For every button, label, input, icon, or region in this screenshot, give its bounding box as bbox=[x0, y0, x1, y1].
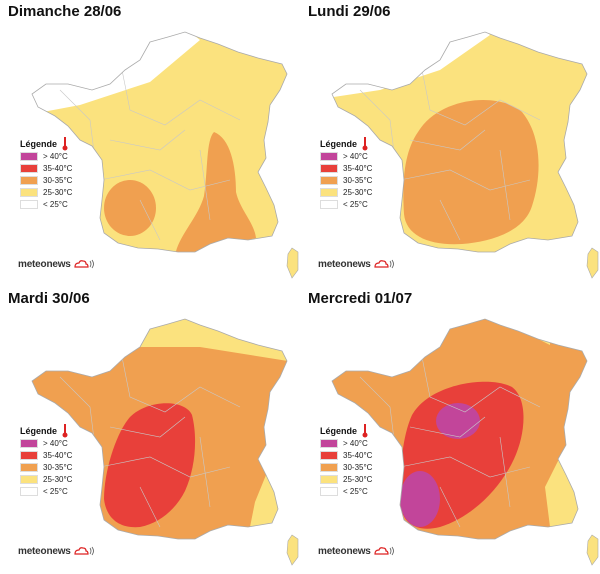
cloud-signal-icon bbox=[374, 546, 394, 556]
france-map-monday bbox=[331, 31, 599, 279]
legend-title: Légende bbox=[20, 426, 58, 436]
legend: Légende > 40°C 35-40°C 30-35°C 25-30°C <… bbox=[20, 137, 110, 210]
legend-swatch bbox=[20, 199, 38, 209]
legend-swatch bbox=[20, 486, 38, 496]
thermometer-icon bbox=[362, 424, 368, 438]
department-borders bbox=[59, 346, 241, 528]
map-panel-wednesday: Mercredi 01/07 Légende > 40°C 35-40°C 30… bbox=[300, 287, 600, 574]
france-outline bbox=[31, 31, 288, 253]
zone-30-35-southwest bbox=[104, 180, 156, 236]
corsica bbox=[286, 247, 299, 279]
thermometer-icon bbox=[62, 137, 68, 151]
brand-logo: meteonews bbox=[318, 545, 395, 557]
legend-item: 25-30°C bbox=[320, 186, 410, 198]
legend-swatch bbox=[320, 175, 338, 185]
legend-item: > 40°C bbox=[320, 150, 410, 162]
legend-swatch bbox=[20, 462, 38, 472]
thermometer-icon bbox=[62, 424, 68, 438]
legend-swatch bbox=[20, 450, 38, 460]
legend-item: 25-30°C bbox=[20, 186, 110, 198]
cloud-signal-icon bbox=[74, 546, 94, 556]
legend-item: < 25°C bbox=[320, 485, 410, 497]
cloud-signal-icon bbox=[74, 259, 94, 269]
france-map-wednesday bbox=[331, 318, 599, 566]
brand-logo: meteonews bbox=[18, 545, 95, 557]
legend-swatch bbox=[320, 187, 338, 197]
legend-item: 30-35°C bbox=[20, 174, 110, 186]
legend-swatch bbox=[20, 474, 38, 484]
legend-swatch bbox=[320, 438, 338, 448]
legend-item: < 25°C bbox=[20, 198, 110, 210]
map-panel-monday: Lundi 29/06 Légende > 40°C 35-40°C 30-35… bbox=[300, 0, 600, 287]
legend-item: > 40°C bbox=[20, 150, 110, 162]
cloud-signal-icon bbox=[374, 259, 394, 269]
legend: Légende > 40°C 35-40°C 30-35°C 25-30°C <… bbox=[320, 424, 410, 497]
legend-item: 30-35°C bbox=[320, 461, 410, 473]
legend-swatch bbox=[20, 187, 38, 197]
map-panel-tuesday: Mardi 30/06 Légende > 40°C 35-40°C 30-35… bbox=[0, 287, 300, 574]
france-outline bbox=[331, 31, 588, 253]
corsica bbox=[586, 247, 599, 279]
legend-item: 35-40°C bbox=[320, 162, 410, 174]
france-outline bbox=[331, 318, 588, 540]
brand-logo: meteonews bbox=[18, 258, 95, 270]
legend-swatch bbox=[320, 163, 338, 173]
legend-item: 30-35°C bbox=[20, 461, 110, 473]
legend-item: < 25°C bbox=[20, 485, 110, 497]
legend-item: > 40°C bbox=[320, 437, 410, 449]
legend: Légende > 40°C 35-40°C 30-35°C 25-30°C <… bbox=[320, 137, 410, 210]
panel-title: Lundi 29/06 bbox=[308, 3, 391, 20]
legend-title: Légende bbox=[320, 426, 358, 436]
corsica bbox=[586, 534, 599, 566]
legend-swatch bbox=[320, 462, 338, 472]
france-map-tuesday bbox=[31, 318, 299, 566]
panel-title: Mardi 30/06 bbox=[8, 290, 90, 307]
legend-title: Légende bbox=[320, 139, 358, 149]
brand-logo: meteonews bbox=[318, 258, 395, 270]
legend-item: 25-30°C bbox=[320, 473, 410, 485]
legend-swatch bbox=[20, 163, 38, 173]
legend-swatch bbox=[20, 438, 38, 448]
legend-title: Légende bbox=[20, 139, 58, 149]
department-borders bbox=[359, 346, 541, 528]
corsica bbox=[286, 534, 299, 566]
legend-item: 30-35°C bbox=[320, 174, 410, 186]
legend-swatch bbox=[320, 486, 338, 496]
legend-item: 35-40°C bbox=[20, 162, 110, 174]
department-borders bbox=[59, 59, 241, 241]
zone-30-35 bbox=[403, 100, 539, 245]
legend-swatch bbox=[320, 450, 338, 460]
map-panel-sunday: Dimanche 28/06 Légende > 40°C 35-40°C 30… bbox=[0, 0, 300, 287]
legend-item: 35-40°C bbox=[20, 449, 110, 461]
legend: Légende > 40°C 35-40°C 30-35°C 25-30°C <… bbox=[20, 424, 110, 497]
panel-title: Dimanche 28/06 bbox=[8, 3, 122, 20]
zone-30-35-southeast bbox=[175, 132, 256, 252]
legend-item: > 40°C bbox=[20, 437, 110, 449]
legend-swatch bbox=[320, 474, 338, 484]
department-borders bbox=[359, 59, 541, 241]
legend-swatch bbox=[320, 199, 338, 209]
zone-above-40-southwest bbox=[400, 471, 440, 527]
france-map-sunday bbox=[31, 31, 299, 279]
panel-title: Mercredi 01/07 bbox=[308, 290, 413, 307]
zone-25-30-east bbox=[545, 445, 578, 527]
legend-swatch bbox=[320, 151, 338, 161]
zone-25-30-east bbox=[250, 475, 278, 527]
zone-35-40 bbox=[104, 403, 196, 528]
thermometer-icon bbox=[362, 137, 368, 151]
legend-item: < 25°C bbox=[320, 198, 410, 210]
legend-swatch bbox=[20, 175, 38, 185]
legend-item: 25-30°C bbox=[20, 473, 110, 485]
legend-item: 35-40°C bbox=[320, 449, 410, 461]
legend-swatch bbox=[20, 151, 38, 161]
france-outline bbox=[31, 318, 288, 540]
